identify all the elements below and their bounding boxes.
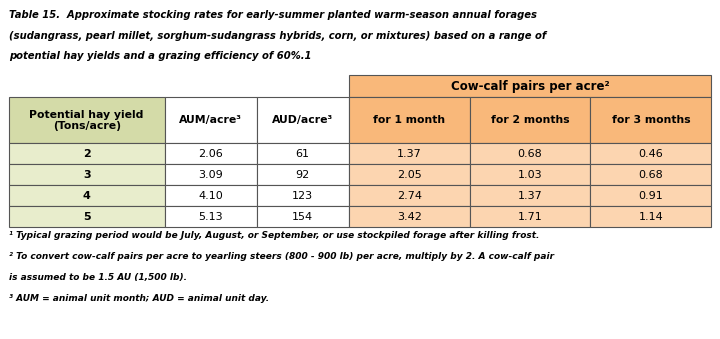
Bar xyxy=(9,143,165,164)
Text: 0.91: 0.91 xyxy=(639,191,663,201)
Bar xyxy=(590,185,711,206)
Bar xyxy=(165,185,256,206)
Text: potential hay yields and a grazing efficiency of 60%.1: potential hay yields and a grazing effic… xyxy=(9,51,311,61)
Bar xyxy=(165,143,256,164)
Text: ¹ Typical grazing period would be July, August, or September, or use stockpiled : ¹ Typical grazing period would be July, … xyxy=(9,231,539,240)
Text: 3: 3 xyxy=(83,170,91,180)
Text: 0.68: 0.68 xyxy=(639,170,663,180)
Bar xyxy=(469,143,590,164)
Bar xyxy=(348,185,469,206)
Text: 0.68: 0.68 xyxy=(518,149,542,159)
Text: 4: 4 xyxy=(83,191,91,201)
Bar xyxy=(469,98,590,143)
Text: for 3 months: for 3 months xyxy=(611,115,690,125)
Bar xyxy=(9,98,165,143)
Bar xyxy=(256,164,348,185)
Bar xyxy=(469,164,590,185)
Bar xyxy=(348,206,469,227)
Text: 3.09: 3.09 xyxy=(198,170,223,180)
Bar xyxy=(165,164,256,185)
Text: for 2 months: for 2 months xyxy=(491,115,570,125)
Bar xyxy=(165,75,256,98)
Text: ² To convert cow-calf pairs per acre to yearling steers (800 - 900 lb) per acre,: ² To convert cow-calf pairs per acre to … xyxy=(9,252,554,261)
Bar xyxy=(348,164,469,185)
Text: 5: 5 xyxy=(83,212,91,222)
Text: ³ AUM = animal unit month; AUD = animal unit day.: ³ AUM = animal unit month; AUD = animal … xyxy=(9,294,269,303)
Bar xyxy=(256,98,348,143)
Bar xyxy=(348,143,469,164)
Text: AUM/acre³: AUM/acre³ xyxy=(179,115,242,125)
Text: Table 15.  Approximate stocking rates for early-summer planted warm-season annua: Table 15. Approximate stocking rates for… xyxy=(9,10,536,20)
Bar xyxy=(348,75,711,98)
Text: 61: 61 xyxy=(296,149,310,159)
Text: 1.71: 1.71 xyxy=(518,212,542,222)
Text: 1.37: 1.37 xyxy=(518,191,542,201)
Bar xyxy=(256,185,348,206)
Bar xyxy=(9,185,165,206)
Text: 2.05: 2.05 xyxy=(397,170,421,180)
Bar xyxy=(165,206,256,227)
Text: (sudangrass, pearl millet, sorghum-sudangrass hybrids, corn, or mixtures) based : (sudangrass, pearl millet, sorghum-sudan… xyxy=(9,31,546,40)
Text: 2.06: 2.06 xyxy=(198,149,223,159)
Bar xyxy=(469,185,590,206)
Bar xyxy=(9,75,165,98)
Text: 1.37: 1.37 xyxy=(397,149,421,159)
Bar xyxy=(348,98,469,143)
Bar xyxy=(469,206,590,227)
Bar xyxy=(590,143,711,164)
Text: Cow-calf pairs per acre²: Cow-calf pairs per acre² xyxy=(451,80,609,93)
Text: 154: 154 xyxy=(292,212,313,222)
Text: 3.42: 3.42 xyxy=(397,212,422,222)
Text: 2.74: 2.74 xyxy=(397,191,422,201)
Bar xyxy=(256,143,348,164)
Bar xyxy=(256,206,348,227)
Text: 1.14: 1.14 xyxy=(639,212,663,222)
Text: Potential hay yield
(Tons/acre): Potential hay yield (Tons/acre) xyxy=(30,109,144,131)
Text: 2: 2 xyxy=(83,149,91,159)
Text: AUD/acre³: AUD/acre³ xyxy=(272,115,333,125)
Text: 5.13: 5.13 xyxy=(198,212,223,222)
Text: is assumed to be 1.5 AU (1,500 lb).: is assumed to be 1.5 AU (1,500 lb). xyxy=(9,273,186,282)
Text: 0.46: 0.46 xyxy=(639,149,663,159)
Bar xyxy=(590,164,711,185)
Text: for 1 month: for 1 month xyxy=(373,115,445,125)
Text: 1.03: 1.03 xyxy=(518,170,542,180)
Bar xyxy=(590,98,711,143)
Bar xyxy=(590,206,711,227)
Text: 4.10: 4.10 xyxy=(198,191,223,201)
Bar xyxy=(165,98,256,143)
Text: 123: 123 xyxy=(292,191,313,201)
Bar xyxy=(256,75,348,98)
Bar xyxy=(9,164,165,185)
Bar xyxy=(9,206,165,227)
Text: 92: 92 xyxy=(295,170,310,180)
